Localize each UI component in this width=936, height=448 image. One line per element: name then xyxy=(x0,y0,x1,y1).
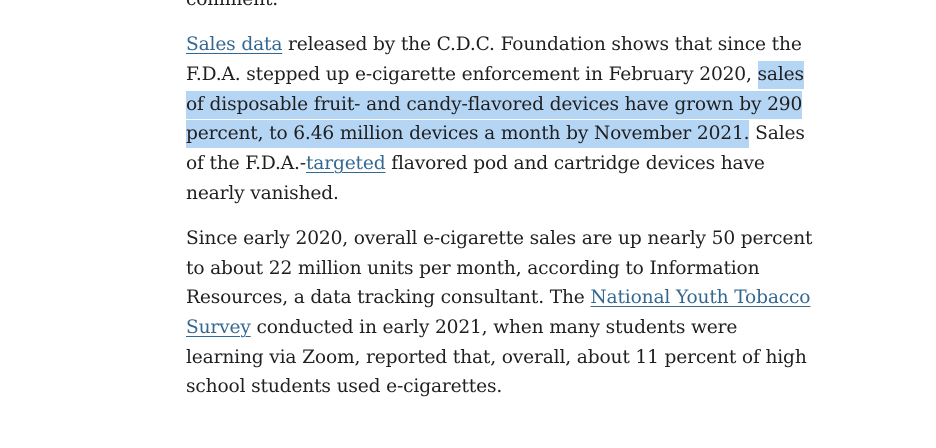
line-text: to about 22 million units per month, acc… xyxy=(186,257,760,279)
paragraph-sales-data: Sales data released by the C.D.C. Founda… xyxy=(186,30,805,209)
line-text: conducted in early 2021, when many stude… xyxy=(250,316,738,338)
paragraph-line: Resources, a data tracking consultant. T… xyxy=(186,283,811,313)
line-text: Since early 2020, overall e-cigarette sa… xyxy=(186,227,813,249)
line-text: nearly vanished. xyxy=(186,182,339,204)
sales-data-link[interactable]: Sales data xyxy=(186,34,283,56)
paragraph-spacer xyxy=(186,15,786,31)
paragraph-line: school students used e-cigarettes. xyxy=(186,372,786,402)
line-text: flavored pod and cartridge devices have xyxy=(385,152,765,174)
paragraph-line: nearly vanished. xyxy=(186,179,786,209)
selected-text[interactable]: of disposable fruit- and candy-flavored … xyxy=(186,90,802,119)
line-text: Resources, a data tracking consultant. T… xyxy=(186,287,591,309)
paragraph-spacer xyxy=(186,208,786,224)
national-youth-tobacco-survey-link[interactable]: Survey xyxy=(186,316,251,338)
paragraph-line: Since early 2020, overall e-cigarette sa… xyxy=(186,224,813,254)
paragraph-line: F.D.A. stepped up e-cigarette enforcemen… xyxy=(186,60,804,90)
paragraph-line: Survey conducted in early 2021, when man… xyxy=(186,313,786,343)
line-text: F.D.A. stepped up e-cigarette enforcemen… xyxy=(186,63,758,85)
paragraph-line: to about 22 million units per month, acc… xyxy=(186,254,786,284)
national-youth-tobacco-survey-link[interactable]: National Youth Tobacco xyxy=(590,287,811,309)
selected-text[interactable]: sales xyxy=(757,60,804,89)
article-body: comment. Sales data released by the C.D.… xyxy=(186,0,813,402)
paragraph-line: percent, to 6.46 million devices a month… xyxy=(186,119,805,149)
paragraph-line: of the F.D.A.-targeted flavored pod and … xyxy=(186,149,786,179)
line-text: Sales xyxy=(749,123,805,145)
line-text: of the F.D.A.- xyxy=(186,152,306,174)
paragraph-ecig-sales: Since early 2020, overall e-cigarette sa… xyxy=(186,224,813,402)
targeted-link[interactable]: targeted xyxy=(305,152,386,174)
line-text: learning via Zoom, reported that, overal… xyxy=(186,346,807,368)
selected-text[interactable]: percent, to 6.46 million devices a month… xyxy=(186,120,750,149)
paragraph-line: Sales data released by the C.D.C. Founda… xyxy=(186,30,802,60)
paragraph-line: learning via Zoom, reported that, overal… xyxy=(186,343,807,373)
line-text: school students used e-cigarettes. xyxy=(186,376,503,398)
previous-paragraph-tail: comment. xyxy=(186,0,786,15)
paragraph-line: of disposable fruit- and candy-flavored … xyxy=(186,90,802,120)
line-text: released by the C.D.C. Foundation shows … xyxy=(282,34,802,56)
